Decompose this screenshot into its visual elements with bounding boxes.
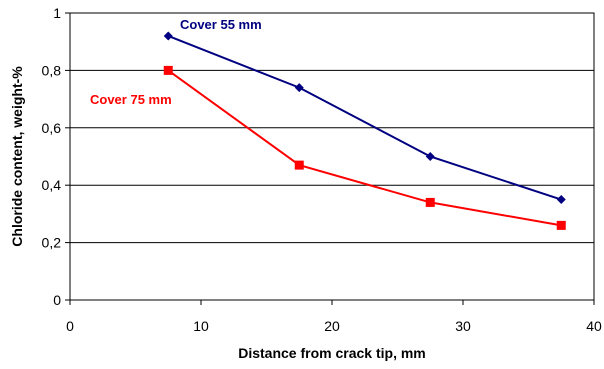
data-point — [163, 31, 173, 41]
y-tick-label: 0,2 — [42, 235, 62, 251]
data-point — [556, 195, 566, 205]
data-point — [425, 197, 435, 207]
data-point — [425, 152, 435, 161]
x-axis-ticks: 0 10 20 30 40 — [66, 300, 602, 334]
y-axis-ticks: 0 0,2 0,4 0,6 0,8 1 — [42, 5, 70, 308]
data-point — [294, 83, 304, 93]
plot-area-frame — [69, 12, 595, 301]
x-tick-label: 10 — [193, 318, 209, 334]
series-layer — [163, 31, 566, 230]
series-line-0 — [167, 35, 562, 201]
series-label-cover-55: Cover 55 mm — [180, 17, 262, 32]
x-tick-label: 20 — [324, 318, 340, 334]
data-point — [294, 160, 304, 170]
gridlines — [70, 12, 594, 301]
y-tick-label: 0,4 — [42, 177, 62, 193]
x-tick-label: 0 — [66, 318, 74, 334]
data-point — [556, 220, 566, 230]
x-tick-label: 30 — [455, 318, 471, 334]
y-tick-label: 0,6 — [42, 120, 62, 136]
y-axis-title: Chloride content, weight-% — [9, 66, 25, 247]
y-tick-label: 1 — [53, 5, 61, 21]
data-point — [163, 65, 173, 75]
series-line-1 — [167, 69, 562, 227]
y-tick-label: 0 — [53, 292, 61, 308]
series-label-cover-75: Cover 75 mm — [90, 92, 172, 107]
x-axis-title: Distance from crack tip, mm — [238, 345, 426, 361]
x-tick-label: 40 — [586, 318, 602, 334]
y-tick-label: 0,8 — [42, 62, 62, 78]
